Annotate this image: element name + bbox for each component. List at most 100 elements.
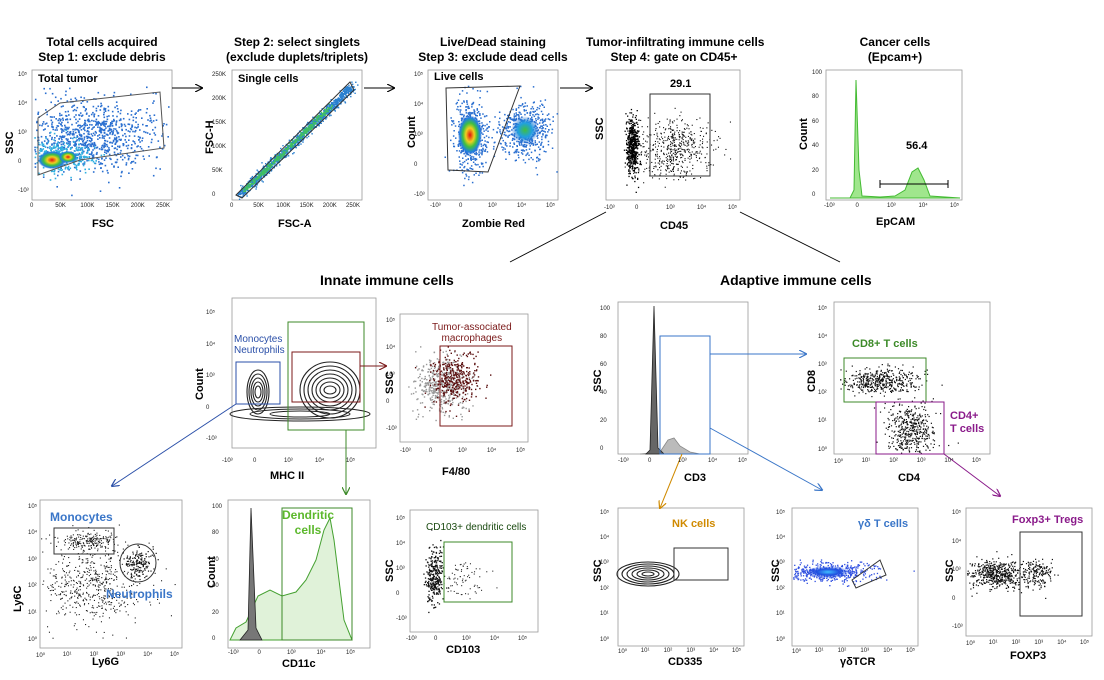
event-dot [681,131,683,133]
event-dot [115,101,118,103]
event-dot [508,153,511,156]
event-dot [674,153,676,155]
event-dot [696,151,698,153]
event-dot [705,133,707,135]
event-dot [448,415,450,417]
event-dot [94,130,97,133]
event-dot [262,170,264,172]
event-dot [532,144,535,146]
event-dot [61,136,64,138]
event-dot [78,164,80,166]
histogram-epcam [830,79,961,199]
event-dot [689,170,691,172]
event-dot [78,130,80,132]
event-dot [255,179,258,181]
event-dot [643,131,645,133]
event-dot [248,186,251,188]
event-dot [290,147,292,150]
event-dot [262,181,264,183]
event-dot [504,141,506,144]
event-dot [328,112,330,114]
event-dot [311,125,313,127]
event-dot [662,138,664,140]
event-dot [83,138,86,140]
event-dot [480,145,483,147]
event-dot [347,92,350,95]
event-dot [346,96,348,99]
event-dot [82,156,85,158]
event-dot [120,123,123,126]
event-dot [690,157,692,159]
event-dot [323,109,325,112]
event-dot [462,161,464,164]
event-dot [668,168,670,170]
event-dot [636,153,638,155]
event-dot [708,164,710,166]
event-dot [324,109,326,111]
event-dot [541,141,543,144]
event-dot [458,123,461,126]
event-dot [687,135,689,137]
event-dot [139,137,141,139]
event-dot [127,113,129,115]
event-dot [297,136,299,139]
event-dot [97,120,100,123]
event-dot [239,193,242,195]
event-dot [628,142,630,144]
event-dot [104,107,107,110]
event-dot [461,102,463,105]
event-dot [243,194,245,196]
event-dot [536,160,538,163]
event-dot [104,149,106,151]
event-dot [463,184,465,187]
event-dot [275,155,277,158]
event-dot [261,168,264,171]
event-dot [689,155,691,157]
event-dot [712,164,714,166]
event-dot [455,137,457,139]
event-dot [459,93,461,95]
event-dot [99,190,102,192]
event-dot [675,159,677,161]
event-dot [88,143,90,145]
event-dot [134,157,137,160]
event-dot [103,113,105,116]
event-dot [672,133,674,135]
event-dot [82,100,84,103]
event-dot [61,121,63,124]
event-dot [83,123,86,125]
event-dot [677,168,679,170]
event-dot [687,144,689,146]
event-dot [630,143,632,145]
event-dot [682,162,684,164]
event-dot [84,168,86,171]
event-dot [679,130,681,132]
event-dot [313,122,315,125]
event-dot [284,156,286,158]
event-dot [504,113,506,116]
event-dot [502,147,505,149]
event-dot [706,127,708,129]
event-dot [346,90,348,93]
event-dot [330,102,333,104]
event-dot [661,136,663,138]
event-dot [459,166,461,169]
event-dot [40,150,42,152]
event-dot [66,126,68,129]
event-dot [61,125,63,127]
event-dot [78,138,80,140]
event-dot [682,134,684,136]
event-dot [631,156,633,159]
event-dot [479,97,481,99]
event-dot [138,109,140,111]
event-dot [303,131,305,133]
event-dot [522,149,524,151]
event-dot [116,148,118,151]
event-dot [502,139,504,142]
event-dot [478,174,480,176]
event-dot [487,141,489,144]
event-dot [81,114,84,117]
event-dot [450,139,452,142]
event-dot [69,131,72,133]
event-dot [81,144,83,146]
